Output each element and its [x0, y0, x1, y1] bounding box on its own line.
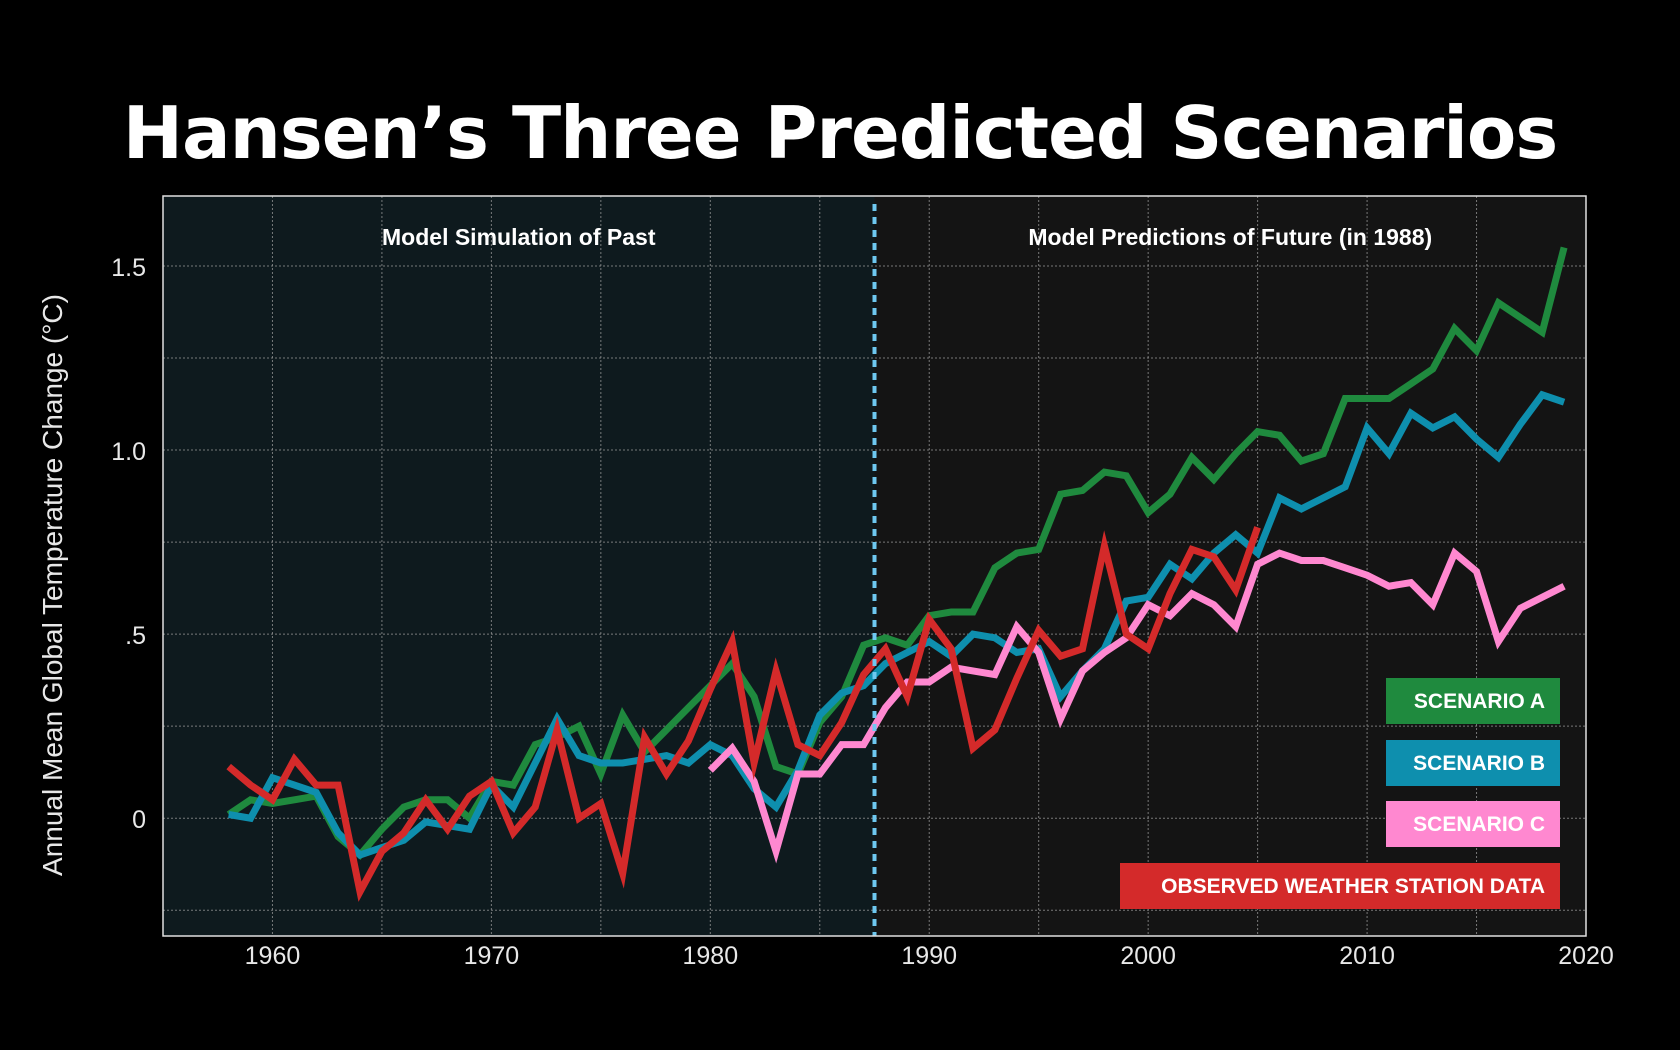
legend-swatch-1 — [1386, 740, 1560, 786]
legend: SCENARIO A SCENARIO B SCENARIO C OBSERVED W… — [1120, 678, 1560, 909]
y-tick-label: 1.0 — [111, 438, 146, 466]
chart-title: Hansen’s Three Predicted Scenarios — [123, 91, 1558, 175]
legend-label-0: SCENARIO A — [1414, 690, 1545, 713]
legend-label-1: SCENARIO B — [1413, 752, 1545, 775]
x-tick-label: 1970 — [464, 942, 520, 970]
legend-swatch-0 — [1386, 678, 1560, 724]
x-tick-label: 1960 — [245, 942, 301, 970]
x-tick-label: 2010 — [1339, 942, 1395, 970]
grid — [163, 196, 1586, 936]
plot-frame — [162, 195, 1587, 937]
x-tick-label: 2020 — [1558, 942, 1614, 970]
series-line-2 — [707, 547, 1566, 864]
y-axis-label: Annual Mean Global Temperature Change (°… — [37, 294, 68, 876]
y-tick-label: .5 — [125, 622, 146, 650]
region-background-0 — [163, 196, 875, 936]
legend-swatch-3 — [1120, 863, 1560, 909]
plot-area: Model Simulation of Past Model Prediction… — [111, 195, 1614, 970]
legend-swatch-2 — [1386, 801, 1560, 847]
x-tick-label: 1980 — [682, 942, 738, 970]
legend-label-2: SCENARIO C — [1413, 813, 1545, 836]
y-tick-label: 1.5 — [111, 254, 146, 282]
y-tick-label: 0 — [132, 806, 146, 834]
x-tick-label: 1990 — [901, 942, 957, 970]
legend-label-3: OBSERVED WEATHER STATION DATA — [1161, 875, 1545, 898]
region-label-0: Model Simulation of Past — [382, 224, 656, 250]
series-line-3 — [226, 526, 1261, 902]
region-label-1: Model Predictions of Future (in 1988) — [1028, 224, 1432, 250]
series-line-0 — [226, 246, 1568, 860]
x-tick-label: 2000 — [1120, 942, 1176, 970]
